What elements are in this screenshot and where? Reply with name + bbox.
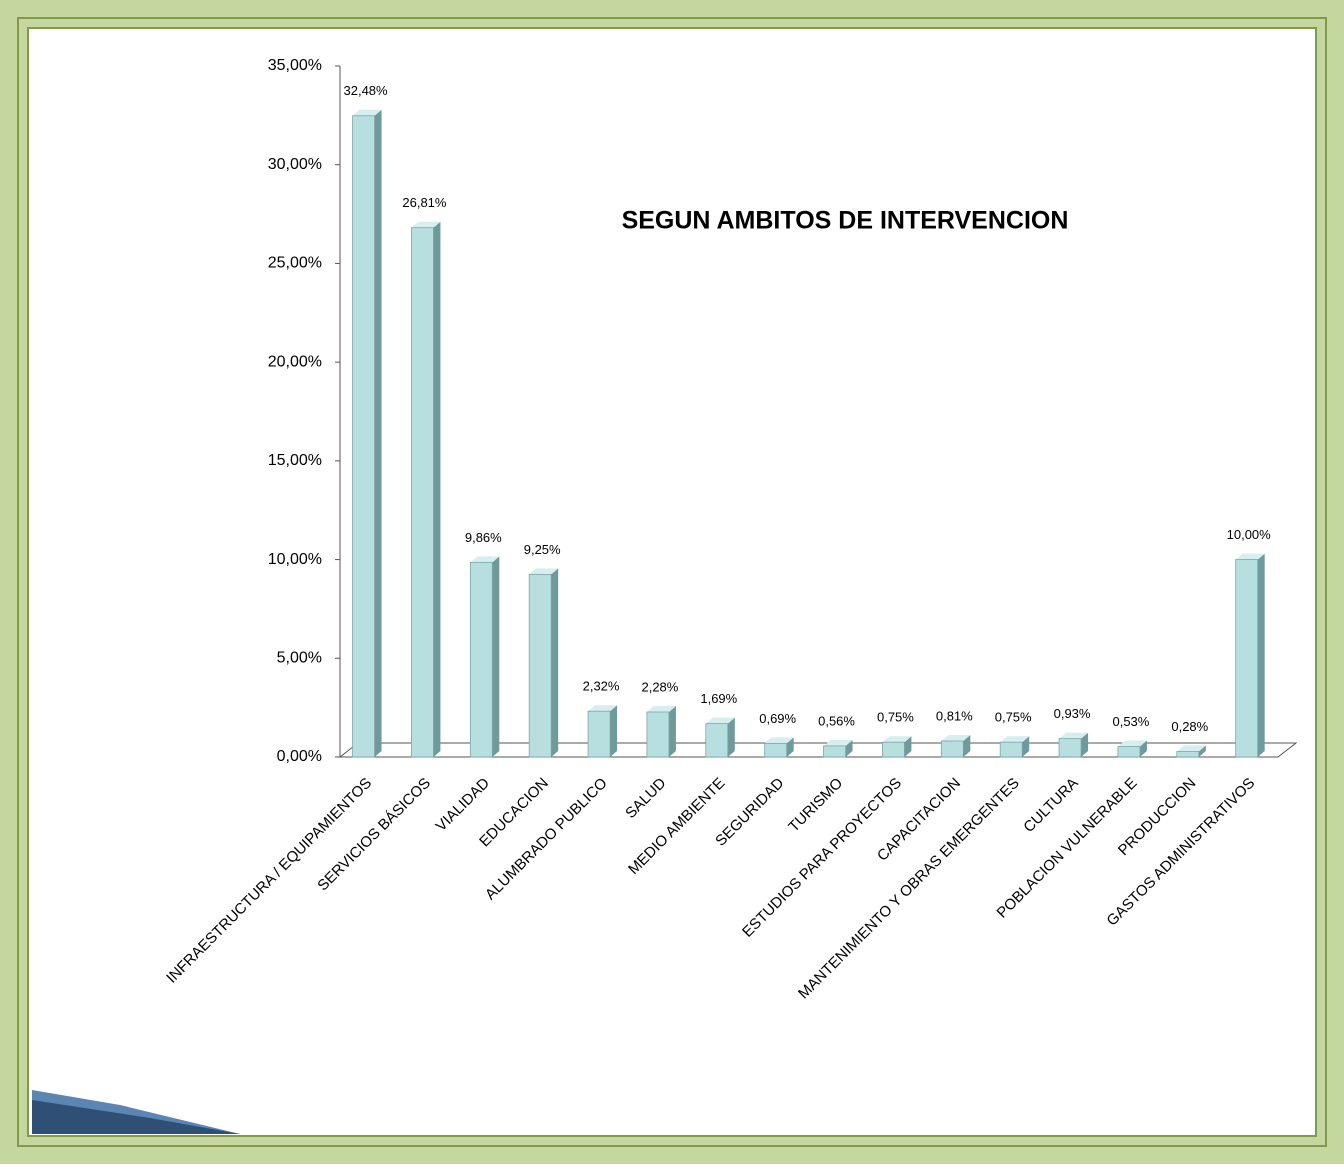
bar [940, 740, 964, 758]
bar-side [610, 705, 618, 757]
bar-top [470, 556, 500, 563]
bar-side [904, 736, 912, 757]
y-tick-label: 10,00% [268, 551, 322, 568]
bar [528, 573, 552, 758]
bar-side [786, 737, 794, 757]
bar-top [882, 736, 912, 743]
floor [338, 742, 1298, 758]
value-label: 0,28% [1171, 719, 1208, 734]
bar [411, 227, 434, 758]
bar-top [1000, 736, 1030, 743]
bar-side [668, 705, 676, 757]
y-tick-label: 35,00% [268, 57, 322, 74]
bar-top [529, 568, 559, 575]
bar-side [1081, 732, 1089, 757]
bar-side [551, 568, 559, 757]
value-label: 32,48% [344, 83, 389, 98]
chart-title: SEGUN AMBITOS DE INTERVENCION [622, 207, 1069, 235]
value-label: 0,93% [1054, 706, 1091, 721]
y-tick-label: 15,00% [268, 452, 322, 469]
bar [469, 561, 493, 758]
bar-side [1022, 736, 1030, 757]
bar-side [1139, 740, 1147, 757]
panel [27, 27, 1317, 1137]
bar-top [1176, 745, 1206, 752]
y-tick-label: 20,00% [268, 353, 322, 370]
bar [1176, 751, 1200, 758]
bar [705, 723, 729, 758]
value-label: 0,56% [818, 713, 855, 728]
value-label: 9,25% [524, 542, 561, 557]
bar [646, 711, 670, 758]
bar-top [1235, 553, 1265, 560]
y-tick-label: 30,00% [268, 156, 322, 173]
bar-side [727, 717, 735, 757]
bar [352, 115, 375, 758]
bar-top [823, 739, 853, 746]
bar-side [433, 221, 441, 758]
frame-line [17, 17, 1327, 1147]
bar-top [941, 735, 971, 742]
bar-top [764, 737, 794, 744]
bar [764, 742, 788, 758]
decor-swoosh-dark [32, 1100, 240, 1134]
bar-top [1059, 732, 1089, 739]
bar-side [374, 109, 382, 757]
value-label: 26,81% [402, 195, 447, 210]
bar [999, 741, 1023, 758]
bar-top [588, 705, 618, 712]
bar-top [705, 717, 735, 724]
bar-side [845, 739, 853, 757]
bar [823, 745, 846, 758]
bar-side [492, 556, 500, 757]
value-label: 2,28% [641, 679, 678, 694]
bar-side [1198, 745, 1206, 757]
bar-top [352, 109, 382, 116]
y-tick-label: 25,00% [268, 255, 322, 272]
value-label: 2,32% [583, 679, 620, 694]
y-tick-label: 0,00% [277, 748, 322, 765]
y-tick-label: 5,00% [277, 650, 322, 667]
bar-side [1257, 553, 1265, 757]
value-label: 10,00% [1227, 527, 1272, 542]
value-label: 0,81% [936, 708, 973, 723]
bar [587, 710, 611, 758]
bar-side [963, 735, 971, 757]
value-label: 0,69% [759, 711, 796, 726]
bar [1058, 738, 1082, 758]
bar-top [646, 705, 676, 712]
bar-top [411, 221, 441, 228]
value-label: 0,75% [877, 710, 914, 725]
value-label: 9,86% [465, 530, 502, 545]
value-label: 0,75% [995, 710, 1032, 725]
bar-top [1117, 740, 1147, 747]
bar [1117, 746, 1141, 758]
bar [1235, 559, 1259, 758]
value-label: 0,53% [1112, 714, 1149, 729]
bar [882, 741, 905, 758]
value-label: 1,69% [700, 691, 737, 706]
